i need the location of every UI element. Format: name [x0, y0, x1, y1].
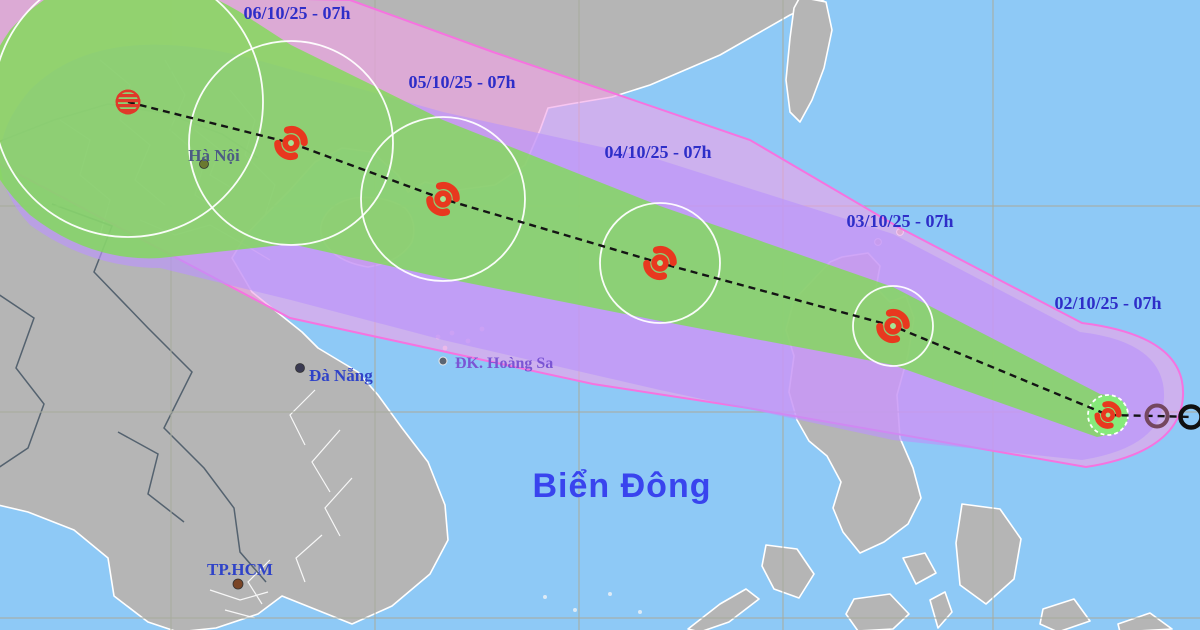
- islet-dot: [608, 592, 612, 596]
- danger-zone-cone: [0, 0, 1129, 437]
- land-masbate: [902, 552, 937, 585]
- wind-radius-circle: [0, 0, 264, 238]
- storm-markers: [115, 89, 1200, 590]
- land-taiwan: [785, 0, 833, 123]
- city-label-danang: Đà Nẵng: [309, 366, 373, 385]
- islet-dot: [543, 595, 547, 599]
- map-labels: Biển Đông ĐK. Hoàng Sa Hà Nội Đà Nẵng TP…: [188, 3, 1161, 579]
- city-label-hanoi: Hà Nội: [188, 146, 240, 165]
- date-label-0510: 05/10/25 - 07h: [408, 72, 515, 92]
- sea-name-label: Biển Đông: [533, 467, 712, 505]
- islet-dot: [638, 610, 642, 614]
- land-mindoro: [761, 544, 815, 599]
- date-label-0310: 03/10/25 - 07h: [846, 211, 953, 231]
- date-label-0410: 04/10/25 - 07h: [604, 142, 711, 162]
- date-label-0210: 02/10/25 - 07h: [1054, 293, 1161, 313]
- land-palawan: [687, 588, 760, 630]
- city-label-tphcm: TP.HCM: [207, 560, 273, 579]
- wind-radius-circle: [188, 40, 394, 246]
- city-dot: [199, 159, 209, 169]
- hoangsa-marker-dot: [438, 356, 448, 366]
- city-dot: [232, 578, 244, 590]
- past-position-ring: [1144, 403, 1170, 429]
- land-panay: [845, 593, 910, 630]
- past-position-ring: [1178, 404, 1200, 430]
- date-label-0610: 06/10/25 - 07h: [243, 3, 350, 23]
- land-cebu: [929, 591, 953, 629]
- wind-radius-circle: [360, 116, 526, 282]
- islet-dot: [573, 608, 577, 612]
- land-se-island: [1117, 612, 1173, 630]
- storm-track: [127, 100, 1192, 419]
- city-dot: [295, 363, 305, 373]
- wind-radius-circle: [599, 202, 721, 324]
- land-samar: [955, 503, 1022, 605]
- land-sw-island: [1039, 598, 1091, 630]
- wind-radius-circle: [852, 285, 934, 367]
- hoangsa-label: ĐK. Hoàng Sa: [455, 355, 553, 372]
- track-line: [127, 100, 1192, 419]
